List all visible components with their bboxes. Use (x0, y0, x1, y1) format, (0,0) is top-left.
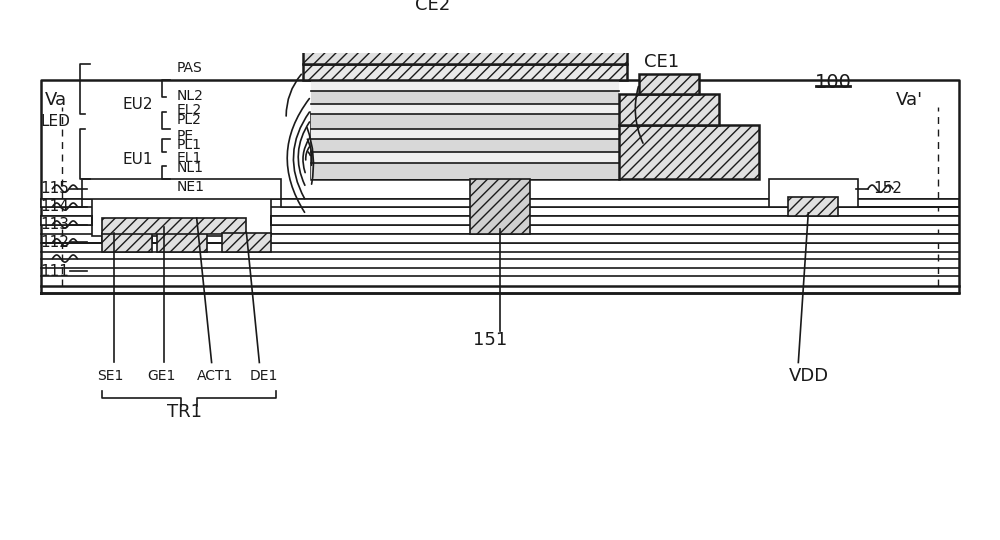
Polygon shape (102, 218, 246, 234)
Polygon shape (311, 80, 619, 91)
Text: 113: 113 (41, 217, 70, 232)
Text: Va: Va (45, 91, 67, 109)
Text: 112: 112 (41, 235, 69, 250)
Text: GE1: GE1 (147, 369, 175, 383)
Text: PE: PE (177, 129, 194, 143)
Polygon shape (41, 179, 959, 207)
Polygon shape (311, 152, 619, 163)
Text: NE1: NE1 (177, 180, 205, 194)
Polygon shape (303, 64, 627, 80)
Polygon shape (568, 12, 607, 28)
Polygon shape (311, 112, 619, 179)
Polygon shape (157, 227, 207, 252)
Polygon shape (619, 125, 759, 179)
Polygon shape (311, 104, 619, 114)
Text: 114: 114 (41, 199, 69, 214)
Polygon shape (222, 233, 271, 252)
Polygon shape (769, 179, 959, 207)
Text: 111: 111 (41, 264, 69, 279)
Text: 100: 100 (815, 73, 852, 92)
Text: EL1: EL1 (177, 151, 202, 165)
Text: EU2: EU2 (122, 97, 153, 112)
Text: NL2: NL2 (177, 89, 204, 103)
Text: EL2: EL2 (177, 103, 202, 117)
Text: Va': Va' (896, 91, 923, 109)
Polygon shape (619, 93, 719, 125)
Text: CE1: CE1 (644, 53, 679, 71)
Text: PAS: PAS (177, 60, 203, 75)
Polygon shape (311, 91, 619, 104)
Polygon shape (102, 233, 152, 252)
Polygon shape (311, 163, 619, 179)
Text: EU1: EU1 (122, 152, 153, 167)
Text: DE1: DE1 (249, 369, 278, 383)
Polygon shape (303, 28, 627, 64)
Polygon shape (311, 114, 619, 129)
Text: 115: 115 (41, 181, 69, 196)
Text: LED: LED (41, 114, 70, 129)
Text: PL1: PL1 (177, 138, 202, 152)
Polygon shape (470, 179, 530, 234)
Polygon shape (788, 197, 838, 217)
Polygon shape (639, 74, 699, 93)
Text: NL1: NL1 (177, 161, 204, 175)
Polygon shape (311, 139, 619, 152)
Polygon shape (41, 214, 959, 244)
Text: ACT1: ACT1 (197, 369, 233, 383)
Text: VDD: VDD (788, 367, 829, 385)
Text: SE1: SE1 (97, 369, 124, 383)
Text: PL2: PL2 (177, 113, 202, 127)
Text: CE2: CE2 (415, 0, 451, 14)
Polygon shape (311, 129, 619, 139)
Polygon shape (323, 12, 363, 28)
Polygon shape (41, 197, 959, 236)
Text: 152: 152 (873, 181, 902, 196)
Text: TR1: TR1 (167, 403, 202, 421)
Text: 151: 151 (473, 331, 507, 349)
